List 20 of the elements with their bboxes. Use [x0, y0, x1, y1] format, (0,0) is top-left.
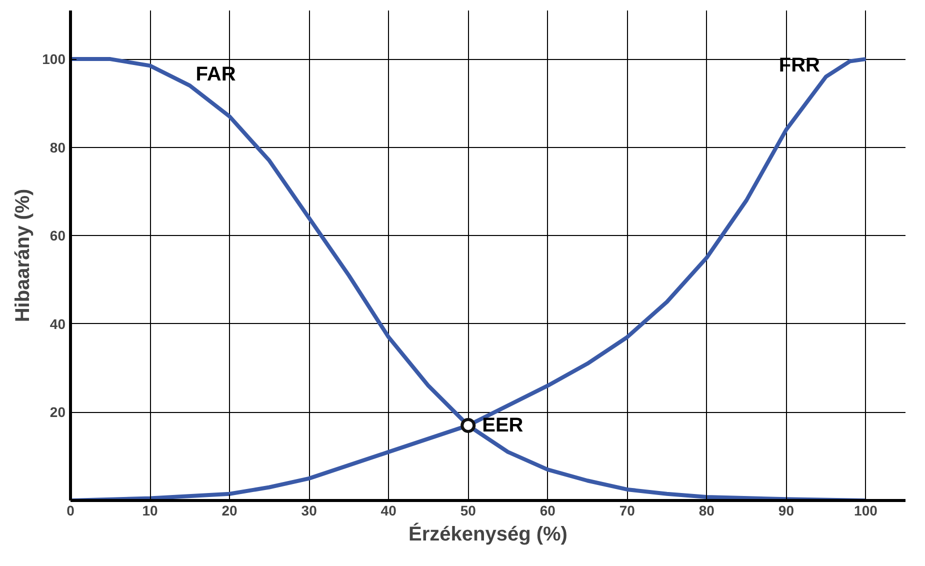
x-tick-label: 60 — [540, 502, 556, 518]
x-tick-label: 90 — [778, 502, 794, 518]
x-tick-label: 30 — [301, 502, 318, 518]
x-tick-label: 0 — [66, 502, 75, 518]
x-tick-label: 100 — [854, 502, 878, 518]
y-tick-label: 100 — [42, 51, 66, 68]
x-tick-label: 10 — [142, 502, 158, 518]
y-tick-label: 20 — [50, 404, 66, 420]
series-label: EER — [482, 414, 524, 436]
y-tick-label: 60 — [50, 228, 66, 244]
x-tick-label: 50 — [460, 502, 476, 518]
y-tick-label: 40 — [50, 316, 66, 332]
x-axis-title: Érzékenység (%) — [408, 522, 568, 546]
x-tick-label: 20 — [222, 502, 238, 518]
x-tick-label: 40 — [380, 502, 397, 518]
x-tick-label: 70 — [619, 502, 636, 518]
y-axis-title: Hibaarány (%) — [12, 188, 34, 322]
x-tick-label: 80 — [698, 502, 715, 518]
y-tick-label: 80 — [50, 139, 66, 156]
line-series — [70, 57, 868, 500]
